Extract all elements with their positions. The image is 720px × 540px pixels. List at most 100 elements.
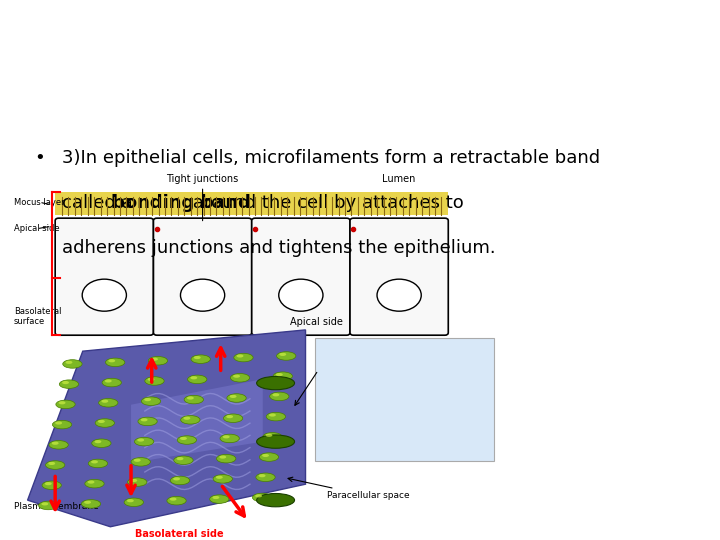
Text: adherens junctions and tightens the epithelium.: adherens junctions and tightens the epit… [62, 239, 495, 258]
Ellipse shape [106, 358, 125, 367]
Ellipse shape [259, 453, 279, 461]
Text: Tight junctions: Tight junctions [166, 173, 239, 221]
Ellipse shape [256, 435, 294, 448]
Ellipse shape [99, 399, 118, 407]
Text: Basolateral
surface: Basolateral surface [14, 307, 61, 326]
Ellipse shape [266, 413, 286, 421]
Ellipse shape [213, 475, 233, 483]
Ellipse shape [42, 481, 61, 490]
Ellipse shape [66, 361, 73, 364]
Polygon shape [131, 379, 263, 463]
Text: JAM 1: JAM 1 [332, 411, 356, 420]
Ellipse shape [220, 434, 239, 443]
Ellipse shape [223, 414, 243, 422]
Ellipse shape [134, 458, 140, 462]
Ellipse shape [85, 480, 104, 488]
Ellipse shape [273, 372, 292, 381]
Ellipse shape [237, 354, 243, 357]
Ellipse shape [173, 477, 180, 481]
Ellipse shape [102, 400, 108, 403]
Ellipse shape [272, 393, 279, 396]
Ellipse shape [269, 414, 276, 417]
Ellipse shape [256, 376, 294, 390]
Ellipse shape [253, 493, 271, 502]
FancyBboxPatch shape [350, 218, 449, 335]
Ellipse shape [53, 420, 72, 429]
Ellipse shape [256, 473, 275, 482]
Text: Cingulin: Cingulin [332, 435, 366, 444]
Ellipse shape [187, 396, 194, 400]
Ellipse shape [377, 279, 421, 311]
Ellipse shape [135, 437, 154, 446]
Ellipse shape [56, 400, 75, 409]
Ellipse shape [181, 416, 200, 424]
Ellipse shape [184, 417, 190, 420]
Ellipse shape [148, 378, 155, 381]
FancyBboxPatch shape [55, 218, 153, 335]
Ellipse shape [212, 496, 220, 499]
Ellipse shape [210, 495, 229, 503]
Ellipse shape [216, 476, 222, 479]
Ellipse shape [88, 481, 94, 484]
Ellipse shape [39, 501, 58, 510]
Text: Claudin 1: Claudin 1 [332, 374, 372, 383]
Text: Basolateral side: Basolateral side [135, 529, 224, 539]
Text: Lumen: Lumen [382, 173, 416, 184]
Ellipse shape [145, 377, 164, 385]
Ellipse shape [63, 360, 82, 368]
Ellipse shape [191, 355, 210, 363]
Ellipse shape [226, 415, 233, 418]
Text: Protein complex: Protein complex [368, 349, 441, 358]
Ellipse shape [262, 454, 269, 457]
Ellipse shape [263, 433, 282, 441]
Ellipse shape [167, 496, 186, 505]
Text: Apical side: Apical side [289, 317, 343, 327]
Text: ZO-1: ZO-1 [332, 399, 353, 408]
Ellipse shape [127, 499, 134, 502]
Ellipse shape [141, 397, 161, 406]
Ellipse shape [94, 440, 102, 443]
Ellipse shape [52, 442, 58, 445]
Ellipse shape [59, 380, 78, 388]
Ellipse shape [220, 455, 226, 458]
Ellipse shape [177, 436, 197, 444]
Ellipse shape [230, 374, 250, 382]
Polygon shape [27, 330, 305, 526]
Ellipse shape [222, 435, 230, 438]
Ellipse shape [234, 353, 253, 362]
Ellipse shape [144, 398, 151, 401]
FancyBboxPatch shape [55, 192, 449, 215]
Ellipse shape [170, 497, 176, 501]
Text: around the cell by attaches to: around the cell by attaches to [187, 194, 464, 212]
Ellipse shape [184, 395, 204, 404]
Text: Occludin: Occludin [332, 362, 369, 371]
Ellipse shape [131, 457, 150, 466]
Ellipse shape [102, 379, 122, 387]
Text: E-cadherin: E-cadherin [332, 387, 377, 396]
Ellipse shape [138, 438, 144, 442]
Ellipse shape [81, 500, 101, 508]
Ellipse shape [188, 375, 207, 383]
Ellipse shape [217, 454, 236, 463]
Ellipse shape [95, 418, 114, 427]
Ellipse shape [91, 439, 111, 448]
Text: Plasma membrane: Plasma membrane [14, 502, 99, 511]
Ellipse shape [151, 357, 158, 361]
Text: bonding band: bonding band [112, 194, 251, 212]
Ellipse shape [276, 352, 296, 360]
Ellipse shape [270, 392, 289, 401]
Ellipse shape [124, 498, 143, 507]
Ellipse shape [176, 457, 184, 460]
Ellipse shape [255, 494, 262, 497]
Ellipse shape [41, 502, 48, 505]
Ellipse shape [258, 474, 266, 477]
Ellipse shape [58, 401, 66, 404]
Ellipse shape [105, 380, 112, 382]
FancyBboxPatch shape [153, 218, 252, 335]
Ellipse shape [55, 421, 62, 424]
Ellipse shape [49, 441, 68, 449]
Ellipse shape [84, 501, 91, 504]
Ellipse shape [279, 353, 287, 356]
FancyBboxPatch shape [315, 338, 494, 461]
Ellipse shape [98, 420, 105, 423]
